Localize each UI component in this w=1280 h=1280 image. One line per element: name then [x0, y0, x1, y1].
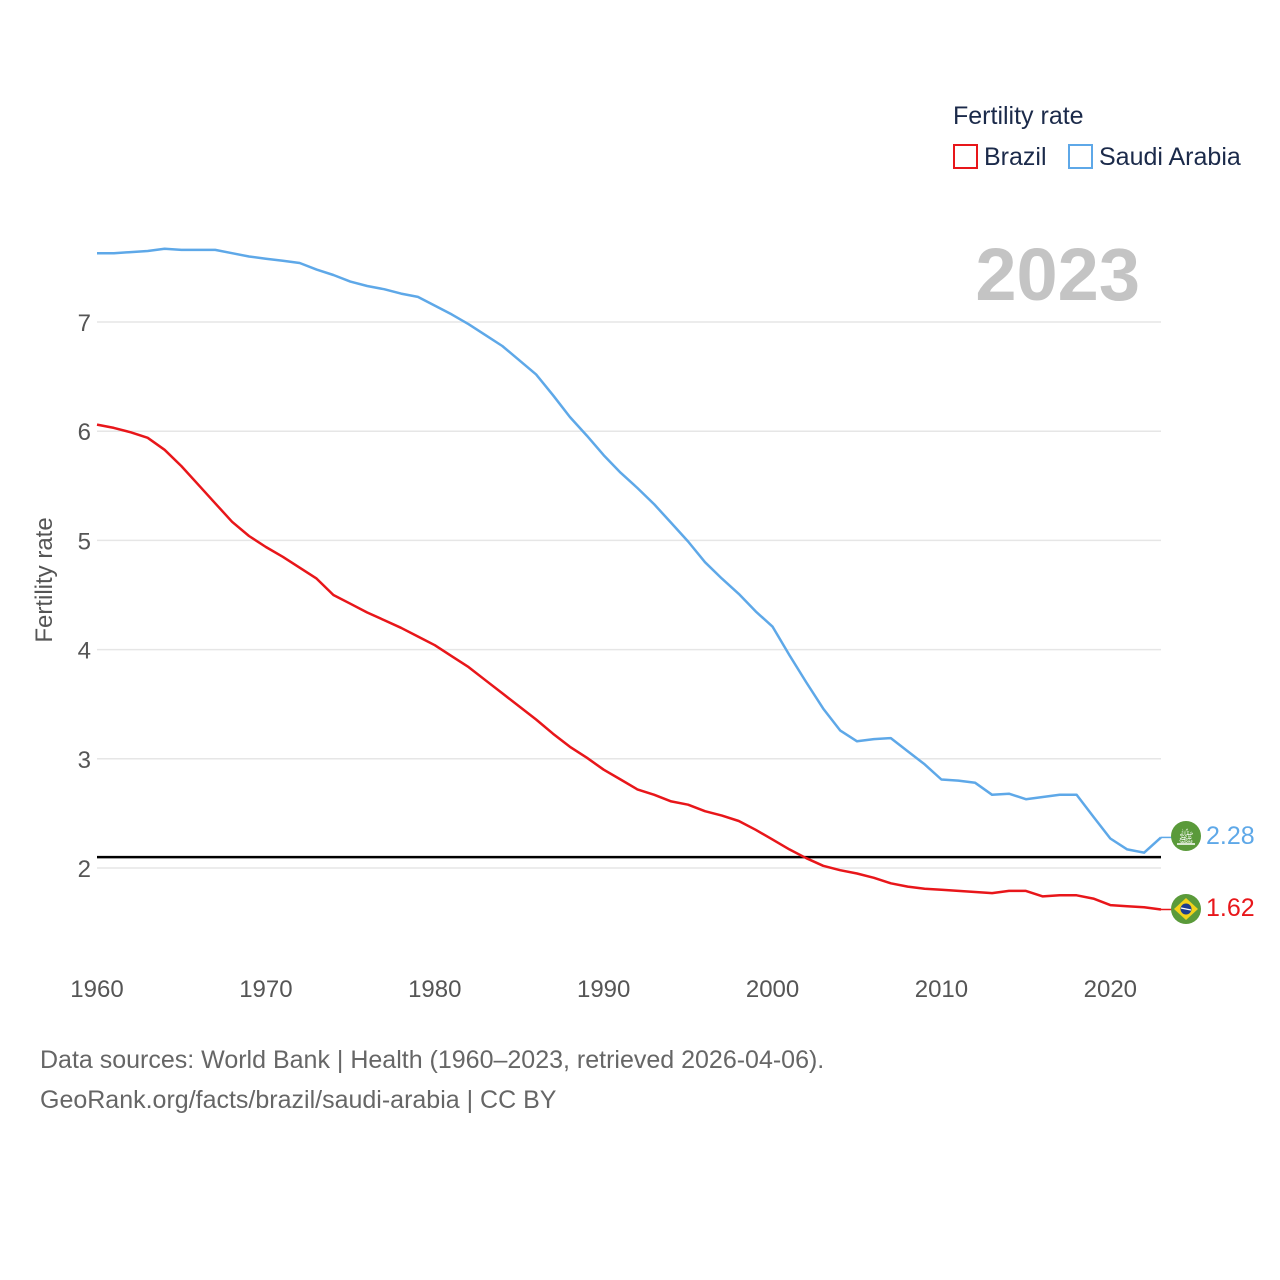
y-axis-title: Fertility rate: [31, 517, 58, 642]
x-tick-label: 2020: [1084, 976, 1137, 1003]
y-tick-label: 2: [78, 856, 91, 883]
series-line-brazil: [96, 423, 1162, 911]
x-tick-label: 1970: [239, 976, 292, 1003]
legend-item-brazil[interactable]: Brazil: [953, 143, 1047, 171]
brazil-end-value: 1.62: [1206, 894, 1255, 922]
legend: Fertility rate Brazil Saudi Arabia: [953, 102, 1241, 171]
saudi-arabia-flag-icon: ﷺ: [1171, 821, 1201, 851]
source-line: Data sources: World Bank | Health (1960–…: [40, 1046, 825, 1074]
x-tick-label: 1990: [577, 976, 630, 1003]
saudi-arabia-end-value: 2.28: [1206, 822, 1255, 850]
y-tick-label: 4: [78, 638, 91, 665]
grid-lines: [97, 321, 1161, 869]
footer: Data sources: World Bank | Health (1960–…: [40, 1040, 824, 1120]
y-tick-label: 3: [78, 747, 91, 774]
x-tick-label: 1980: [408, 976, 461, 1003]
legend-title: Fertility rate: [953, 102, 1084, 130]
brazil-flag-icon: [1171, 894, 1201, 924]
current-year-label: 2023: [975, 233, 1140, 316]
series-lines: [96, 247, 1172, 911]
legend-item-saudi-arabia[interactable]: Saudi Arabia: [1068, 143, 1241, 171]
y-tick-label: 5: [78, 528, 91, 555]
svg-text:ﷺ: ﷺ: [1178, 828, 1194, 846]
legend-swatch-saudi-arabia: [1068, 144, 1093, 169]
x-tick-label: 1960: [70, 976, 123, 1003]
y-tick-label: 7: [78, 310, 91, 337]
y-axis-ticks: 2 3 4 5 6 7: [78, 310, 91, 883]
brazil-end-marker: 1.62: [1171, 894, 1255, 924]
legend-label-saudi-arabia: Saudi Arabia: [1099, 143, 1241, 171]
y-tick-label: 6: [78, 419, 91, 446]
x-tick-label: 2000: [746, 976, 799, 1003]
legend-label-brazil: Brazil: [984, 143, 1047, 171]
license-line[interactable]: GeoRank.org/facts/brazil/saudi-arabia | …: [40, 1086, 557, 1114]
series-line-saudi-arabia: [97, 247, 1162, 854]
x-axis-ticks: 1960 1970 1980 1990 2000 2010 2020: [70, 976, 1137, 1003]
saudi-arabia-end-marker: ﷺ 2.28: [1171, 821, 1255, 851]
x-tick-label: 2010: [915, 976, 968, 1003]
legend-swatch-brazil: [953, 144, 978, 169]
